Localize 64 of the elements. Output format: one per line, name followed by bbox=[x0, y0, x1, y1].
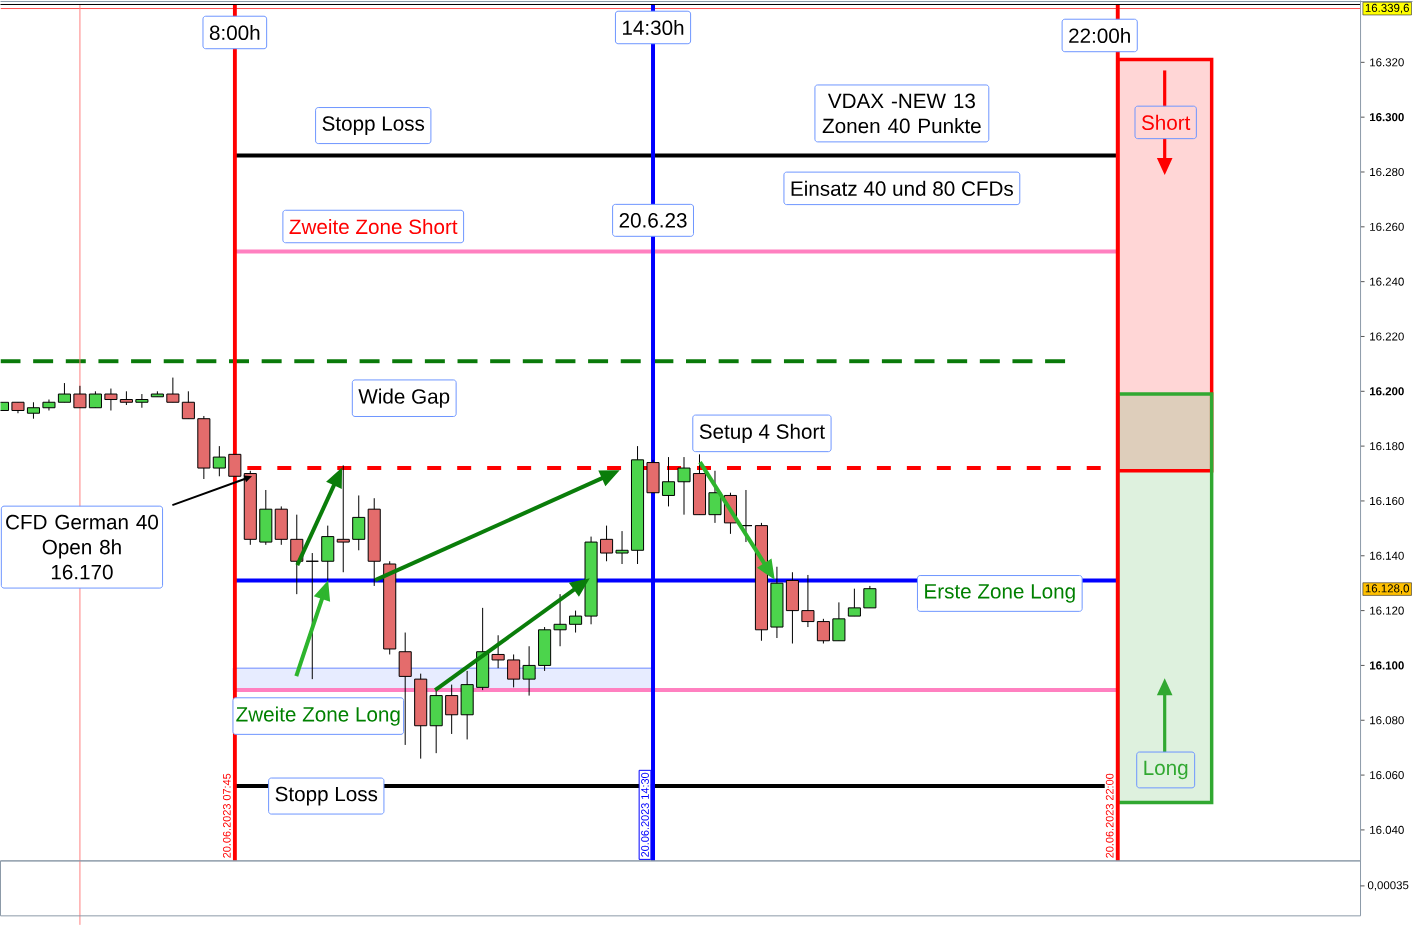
annotation: Wide Gap bbox=[358, 388, 450, 408]
y-tick-label: 16.080 bbox=[1370, 716, 1404, 725]
y-tick-label: 16.040 bbox=[1370, 825, 1404, 834]
band-label: Short bbox=[1141, 114, 1191, 130]
y-tick-label: 16.160 bbox=[1370, 496, 1404, 505]
annotation: 20.6.23 bbox=[619, 212, 687, 228]
candlestick bbox=[445, 683, 459, 735]
candlestick bbox=[553, 593, 567, 647]
y-tick-label: 16.300 bbox=[1370, 112, 1404, 122]
candlestick bbox=[615, 530, 629, 565]
band-label: Long bbox=[1144, 760, 1188, 780]
candlestick bbox=[863, 585, 877, 609]
candlestick bbox=[228, 453, 242, 477]
annotation: 20.06.2023 14:30 bbox=[641, 772, 649, 857]
annotation: 20.06.2023 22:00 bbox=[1105, 773, 1114, 858]
candlestick bbox=[816, 618, 830, 644]
candlestick bbox=[491, 634, 505, 669]
candlestick bbox=[181, 390, 195, 420]
candlestick bbox=[507, 653, 521, 688]
ref-line-label: 8:00h bbox=[209, 24, 260, 40]
candlestick bbox=[708, 470, 722, 524]
candlestick bbox=[569, 609, 583, 633]
y-tick-label: 16.200 bbox=[1370, 387, 1404, 396]
candlestick bbox=[305, 552, 319, 680]
y-tick-label: 16.240 bbox=[1370, 277, 1404, 286]
ref-line-label: Zweite Zone Long bbox=[236, 706, 400, 726]
y-tick-label: 16.260 bbox=[1370, 222, 1404, 231]
y-tick-label: 16.320 bbox=[1370, 58, 1404, 67]
y-tick-label: 16.120 bbox=[1370, 606, 1404, 615]
candlestick bbox=[661, 456, 676, 507]
ref-line-label: 22:00h bbox=[1069, 27, 1130, 43]
text: 16.128,0 bbox=[1365, 584, 1410, 594]
candlestick bbox=[135, 393, 149, 409]
text: 0,00035 bbox=[1367, 880, 1409, 891]
annotation: VDAX -NEW 13 Zonen 40 Punkte bbox=[822, 93, 981, 134]
candlestick bbox=[336, 464, 350, 573]
candlestick bbox=[104, 387, 118, 411]
annotation: CFD German 40 Open 8h 16.170 bbox=[6, 514, 158, 580]
y-tick-label: 16.140 bbox=[1370, 551, 1404, 560]
y-tick-label: 16.060 bbox=[1370, 770, 1404, 779]
ref-line-label: Stopp Loss bbox=[275, 786, 378, 806]
ref-line-label: 16.339,6 bbox=[1365, 3, 1409, 14]
candlestick bbox=[600, 524, 614, 562]
y-tick-label: 16.280 bbox=[1370, 167, 1404, 176]
ref-line-label: 14:30h bbox=[623, 19, 684, 35]
annotation: 20.06.2023 07:45 bbox=[222, 773, 231, 858]
candlestick bbox=[73, 385, 87, 409]
y-tick-label: 16.100 bbox=[1370, 661, 1404, 670]
candlestick bbox=[352, 494, 366, 551]
candlestick bbox=[847, 588, 861, 617]
candlestick bbox=[832, 601, 846, 642]
ref-line-label: Stopp Loss bbox=[322, 116, 425, 135]
candlestick bbox=[166, 376, 180, 403]
ref-line-label: Erste Zone Long bbox=[925, 584, 1075, 603]
candlestick bbox=[801, 574, 815, 628]
candlestick bbox=[212, 445, 226, 477]
candlestick bbox=[522, 645, 536, 696]
y-tick-label: 16.220 bbox=[1370, 332, 1404, 341]
ref-line-label: Zweite Zone Short bbox=[289, 218, 458, 234]
annotation: Einsatz 40 und 80 CFDs bbox=[791, 180, 1013, 196]
candlestick bbox=[57, 382, 71, 403]
candlestick bbox=[677, 456, 691, 515]
annotation: Setup 4 Short bbox=[699, 423, 825, 443]
y-tick-label: 16.180 bbox=[1370, 441, 1404, 450]
